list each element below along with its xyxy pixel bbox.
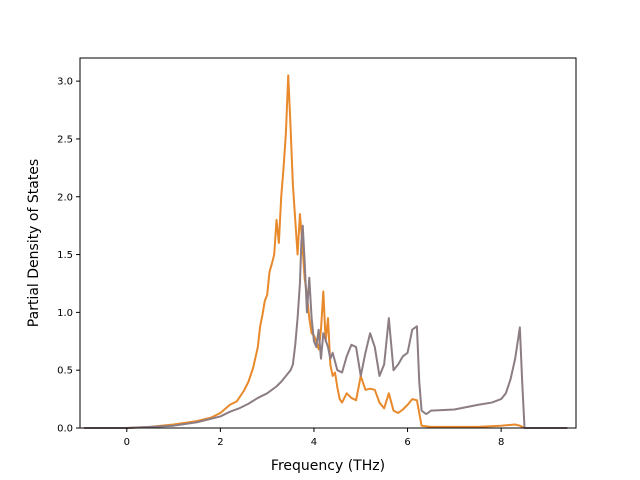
plot-area [79,57,577,429]
x-tick-label: 8 [498,437,504,448]
y-tick-label: 1.0 [57,308,73,319]
x-tick-label: 6 [404,437,410,448]
x-tick-label: 4 [311,437,317,448]
plot-border [79,57,577,429]
y-tick-label: 0.0 [57,424,73,435]
plot-frame [79,57,577,429]
y-tick-label: 0.5 [57,366,73,377]
x-axis-label: Frequency (THz) [271,458,385,474]
y-axis: 0.0 0.5 1.0 1.5 2.0 2.5 3.0 [57,77,80,435]
x-tick-label: 0 [124,437,130,448]
series-layer [83,74,568,429]
y-tick-label: 2.0 [57,192,73,203]
x-axis: 0 2 4 6 8 [124,428,504,448]
y-tick-label: 3.0 [57,77,73,88]
series-line-2 [83,224,568,429]
y-tick-label: 2.5 [57,134,73,145]
y-axis-label: Partial Density of States [26,159,42,327]
y-tick-label: 1.5 [57,250,73,261]
x-tick-label: 2 [217,437,223,448]
